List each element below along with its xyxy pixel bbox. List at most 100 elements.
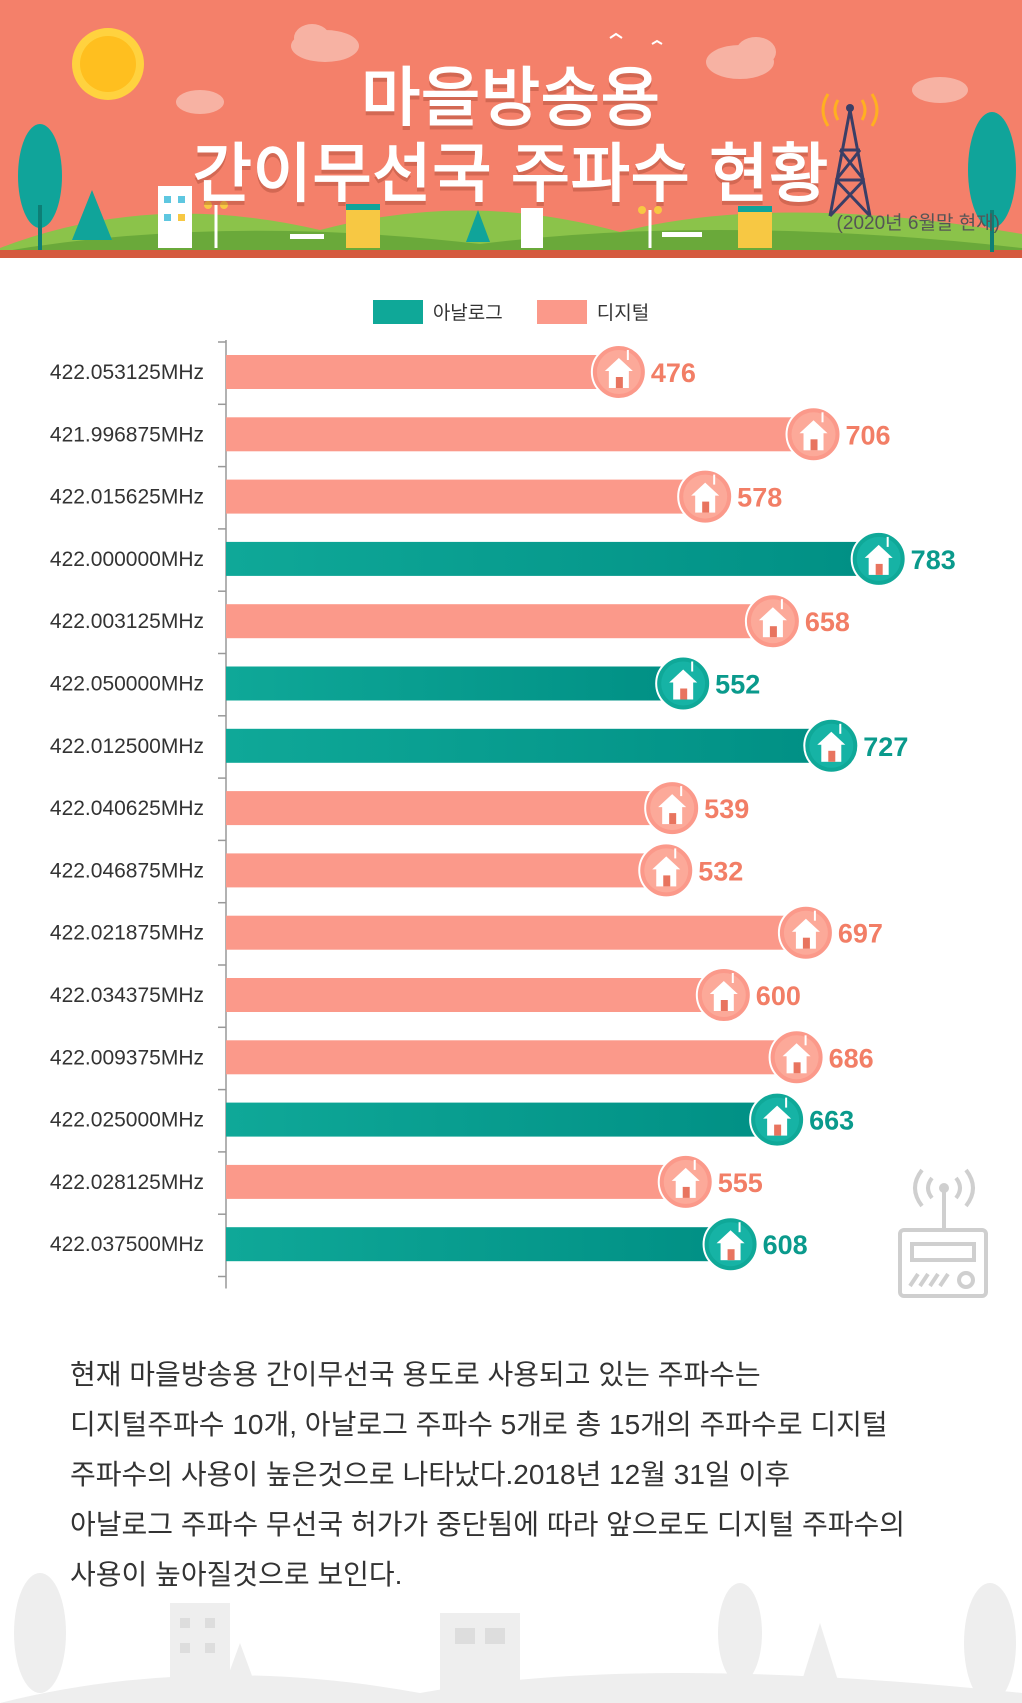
radio-device-icon — [898, 1168, 988, 1298]
bar-chart: 422.053125MHz 476 421.996875MHz 706 422.0156… — [50, 340, 956, 1289]
house-door — [720, 1000, 728, 1011]
house-door — [680, 688, 688, 700]
house-icon — [590, 344, 647, 400]
legend-label-digital: 디지털 — [596, 303, 650, 324]
legend-item-analog: 아날로그 — [372, 298, 503, 325]
bar-analog — [226, 1102, 788, 1137]
house-icon — [777, 904, 834, 961]
house-icon — [749, 1091, 806, 1148]
bar-analog — [226, 666, 694, 701]
data-label: 552 — [715, 670, 760, 700]
house-icon — [657, 1153, 714, 1210]
data-label: 686 — [829, 1043, 874, 1073]
category-label: 422.012500MHz — [50, 735, 204, 758]
bar-digital — [226, 479, 716, 514]
house-door — [682, 1186, 690, 1198]
category-label: 421.996875MHz — [50, 423, 204, 446]
summary-line: 아날로그 주파수 무선국 허가가 중단됨에 따라 앞으로도 디지털 주파수의 — [70, 1509, 906, 1540]
data-label: 600 — [756, 981, 801, 1011]
house-door — [702, 501, 710, 513]
house-door — [663, 875, 671, 887]
house-roof — [691, 482, 720, 496]
house-icon — [695, 967, 752, 1023]
legend-label-analog: 아날로그 — [432, 303, 503, 324]
house-roof — [716, 1230, 745, 1244]
data-label: 539 — [704, 794, 749, 824]
building-icon — [158, 186, 772, 248]
data-label: 532 — [698, 856, 743, 886]
data-label: 555 — [718, 1168, 763, 1198]
data-label: 658 — [805, 607, 850, 637]
category-label: 422.046875MHz — [50, 859, 204, 882]
bar-digital — [226, 355, 629, 389]
house-door — [793, 1062, 801, 1074]
category-label: 422.009375MHz — [50, 1046, 204, 1069]
bar-digital — [226, 1164, 696, 1199]
house-door — [802, 937, 810, 949]
data-label: 663 — [809, 1106, 854, 1136]
house-icon — [744, 593, 801, 650]
summary-line: 디지털주파수 10개, 아날로그 주파수 5개로 총 15개의 주파수로 디지털 — [70, 1409, 888, 1440]
category-label: 422.037500MHz — [50, 1233, 204, 1256]
bar-analog — [226, 728, 842, 763]
house-door — [727, 1249, 735, 1261]
header-banner: 마을방송용 간이무선국 주파수 현황 (2020년 6월말 현재) — [0, 0, 1022, 258]
summary-line: 사용이 높아질것으로 보인다. — [70, 1559, 403, 1590]
radio-tower-icon — [828, 109, 872, 218]
legend-swatch-digital — [536, 299, 587, 324]
house-roof — [799, 420, 828, 434]
bar-digital — [226, 1040, 807, 1075]
category-label: 422.000000MHz — [50, 548, 204, 571]
data-label: 608 — [763, 1230, 808, 1260]
bar-analog — [226, 541, 889, 576]
house-roof — [763, 1105, 792, 1119]
footer-decoration — [0, 1573, 1022, 1703]
bar-digital — [226, 604, 783, 639]
cloud-icon — [176, 24, 968, 114]
house-icon — [638, 842, 695, 899]
summary-text: 현재 마을방송용 간이무선국 용도로 사용되고 있는 주파수는 디지털주파수 1… — [70, 1350, 970, 1600]
house-roof — [658, 794, 687, 808]
house-icon — [655, 655, 712, 712]
bar-digital — [226, 853, 677, 888]
house-door — [774, 1124, 782, 1136]
title-block: 마을방송용 간이무선국 주파수 현황 — [0, 60, 1022, 212]
data-label: 727 — [863, 732, 908, 762]
category-label: 422.025000MHz — [50, 1109, 204, 1132]
category-label: 422.021875MHz — [50, 922, 204, 945]
house-door — [810, 439, 818, 451]
house-door — [875, 563, 883, 575]
chart-legend: 아날로그 디지털 — [0, 298, 1022, 325]
house-icon — [677, 468, 734, 525]
house-roof — [782, 1043, 811, 1057]
house-door — [769, 626, 777, 638]
house-roof — [671, 1167, 700, 1181]
house-roof — [709, 981, 738, 994]
data-label: 578 — [737, 483, 782, 513]
house-icon — [644, 780, 701, 837]
bar-analog — [226, 1227, 741, 1262]
data-label: 476 — [651, 358, 696, 388]
house-roof — [669, 669, 698, 683]
bar-digital — [226, 417, 824, 452]
category-label: 422.003125MHz — [50, 610, 204, 633]
bar-digital — [226, 915, 816, 950]
data-label: 706 — [846, 420, 891, 450]
category-label: 422.053125MHz — [50, 361, 204, 384]
summary-line: 현재 마을방송용 간이무선국 용도로 사용되고 있는 주파수는 — [70, 1359, 761, 1390]
date-note: (2020년 6월말 현재) — [836, 213, 1000, 234]
legend-swatch-analog — [372, 299, 423, 324]
house-icon — [803, 717, 860, 774]
house-icon — [768, 1029, 825, 1086]
category-label: 422.040625MHz — [50, 797, 204, 820]
header-illustration — [0, 0, 1022, 258]
legend-item-digital: 디지털 — [536, 298, 650, 325]
house-door — [828, 750, 836, 762]
bar-digital — [226, 978, 734, 1012]
category-label: 422.028125MHz — [50, 1171, 204, 1194]
house-door — [615, 377, 623, 388]
data-label: 783 — [911, 545, 956, 575]
house-roof — [864, 544, 893, 558]
category-label: 422.015625MHz — [50, 486, 204, 509]
house-door — [669, 813, 677, 825]
